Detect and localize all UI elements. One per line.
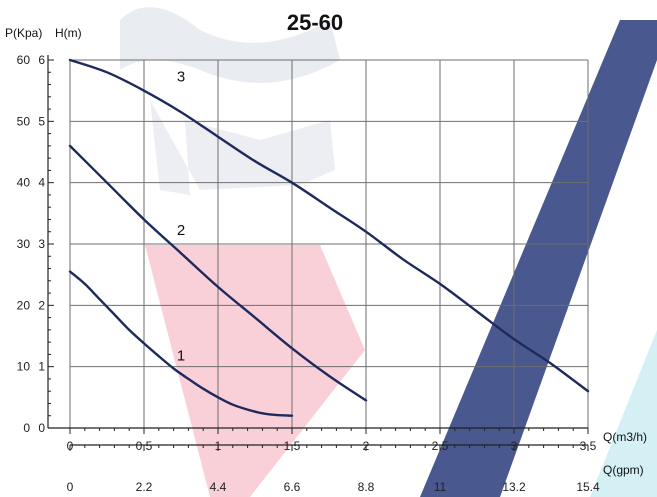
watermark-pink-triangle xyxy=(145,245,365,497)
y-m-tick-label: 5 xyxy=(38,114,45,128)
y-kpa-tick-label: 20 xyxy=(17,298,31,312)
x-primary-tick-label: 0.5 xyxy=(136,439,153,453)
x-primary-tick-label: 2 xyxy=(363,439,370,453)
watermark-logo-text-lower xyxy=(150,100,335,195)
x-secondary-tick-label: 2.2 xyxy=(136,480,153,494)
curves xyxy=(68,58,590,417)
x-primary-axis-label: Q(m3/h) xyxy=(603,430,647,444)
x-primary-tick-label: 2.5 xyxy=(432,439,449,453)
y-m-tick-label: 3 xyxy=(38,237,45,251)
curve-1 xyxy=(68,270,294,417)
x-secondary-tick-label: 6.6 xyxy=(284,480,301,494)
chart-title: 25-60 xyxy=(287,10,343,35)
watermark xyxy=(120,7,657,497)
x-secondary-tick-label: 8.8 xyxy=(358,480,375,494)
curve-labels: 1 2 3 xyxy=(177,68,185,364)
x-primary-tick-label: 1 xyxy=(215,439,222,453)
x-secondary-axis-label: Q(gpm) xyxy=(603,463,644,477)
curve-2 xyxy=(68,144,368,402)
x-secondary-tick-label: 4.4 xyxy=(210,480,227,494)
x-primary-tick-label: 3.5 xyxy=(580,439,597,453)
curve-label-2: 2 xyxy=(177,222,185,239)
y-kpa-tick-label: 30 xyxy=(17,237,31,251)
y-kpa-tick-label: 60 xyxy=(17,53,31,67)
y-left-axis-label: P(Kpa) xyxy=(5,26,42,40)
watermark-navy-band xyxy=(420,20,657,497)
x-primary-tick-label: 3 xyxy=(511,439,518,453)
y-m-tick-label: 2 xyxy=(38,298,45,312)
y-m-tick-label: 1 xyxy=(38,360,45,374)
x-primary-tick-label: 0 xyxy=(67,439,74,453)
axes xyxy=(47,55,589,451)
x-secondary-tick-label: 13.2 xyxy=(502,480,526,494)
y-kpa-tick-label: 0 xyxy=(23,421,30,435)
y-kpa-tick-label: 50 xyxy=(17,114,31,128)
curve-3 xyxy=(68,58,590,393)
y-right-axis-label: H(m) xyxy=(55,26,82,40)
y-m-tick-label: 0 xyxy=(38,421,45,435)
y-kpa-tick-label: 10 xyxy=(17,360,31,374)
x-secondary-tick-label: 0 xyxy=(67,480,74,494)
y-m-tick-label: 4 xyxy=(38,176,45,190)
x-primary-tick-label: 1.5 xyxy=(284,439,301,453)
curve-label-1: 1 xyxy=(177,348,185,365)
watermark-cyan-shape xyxy=(590,330,657,497)
curve-label-3: 3 xyxy=(177,68,185,85)
watermark-logo-text xyxy=(120,7,340,83)
x-secondary-tick-label: 11 xyxy=(434,480,447,494)
x-secondary-tick-label: 15.4 xyxy=(576,480,600,494)
y-kpa-tick-label: 40 xyxy=(17,176,31,190)
y-m-tick-label: 6 xyxy=(38,53,45,67)
